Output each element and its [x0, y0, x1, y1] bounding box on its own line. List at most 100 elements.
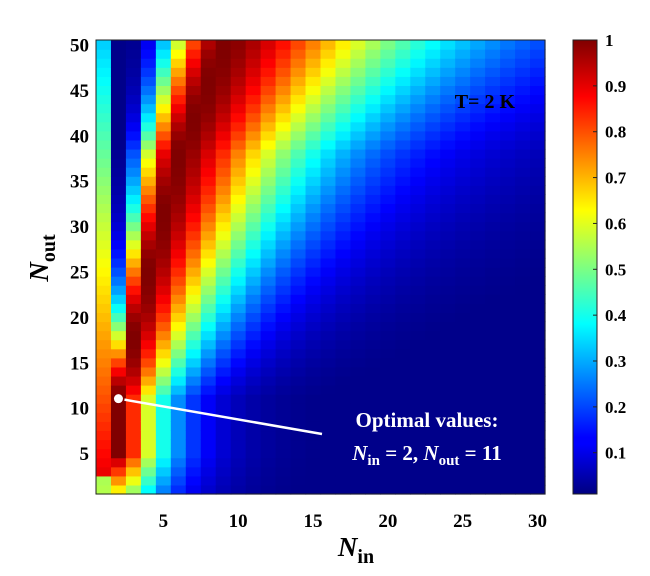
heatmap-cell [215, 484, 232, 495]
heatmap-cell [440, 130, 456, 141]
heatmap-cell [185, 76, 202, 86]
heatmap-cell [155, 212, 172, 223]
heatmap-cell [260, 112, 277, 123]
heatmap-cell [485, 475, 501, 486]
heatmap-cell [245, 94, 262, 105]
heatmap-cell [395, 76, 411, 86]
heatmap-cell [245, 421, 262, 432]
heatmap-cell [155, 439, 172, 450]
heatmap-cell [245, 121, 262, 132]
heatmap-cell [170, 103, 187, 114]
heatmap-cell [230, 267, 247, 277]
heatmap-cell [425, 448, 441, 459]
heatmap-cell [440, 67, 456, 77]
heatmap-cell [455, 212, 471, 223]
heatmap-cell [320, 221, 337, 232]
heatmap-cell [200, 457, 217, 468]
heatmap-cell [230, 85, 247, 96]
heatmap-cell [230, 475, 247, 486]
y-tick-label: 10 [70, 399, 89, 420]
heatmap-cell [470, 267, 486, 277]
heatmap-cell [140, 49, 157, 59]
heatmap-cell [500, 267, 516, 277]
heatmap-cell [96, 403, 112, 413]
heatmap-cell [470, 294, 486, 304]
heatmap-cell [230, 375, 247, 386]
heatmap-cell [530, 330, 546, 341]
heatmap-cell [485, 230, 501, 241]
heatmap-cell [320, 40, 337, 50]
heatmap-cell [440, 339, 456, 350]
heatmap-cell [305, 339, 322, 350]
heatmap-cell [335, 239, 352, 250]
heatmap-cell [365, 394, 381, 404]
heatmap-cell [395, 285, 411, 295]
heatmap-cell [365, 348, 381, 359]
heatmap-cell [260, 394, 277, 404]
heatmap-cell [215, 257, 232, 268]
heatmap-cell [185, 94, 202, 105]
heatmap-cell [96, 194, 112, 205]
heatmap-cell [335, 448, 352, 459]
heatmap-cell [110, 285, 127, 295]
heatmap-cell [320, 257, 337, 268]
heatmap-cell [290, 121, 307, 132]
temperature-label: T= 2 K [455, 91, 516, 113]
heatmap-cell [455, 448, 471, 459]
heatmap-cell [365, 312, 381, 323]
heatmap-cell [410, 457, 426, 468]
heatmap-cell [305, 139, 322, 150]
heatmap-cell [185, 312, 202, 323]
heatmap-cell [185, 257, 202, 268]
heatmap-cell [96, 357, 112, 368]
heatmap-cell [170, 366, 187, 377]
heatmap-cell [530, 103, 546, 114]
heatmap-cell [200, 176, 217, 186]
heatmap-cell [305, 412, 322, 422]
heatmap-cell [395, 203, 411, 214]
heatmap-cell [425, 121, 441, 132]
heatmap-cell [350, 230, 366, 241]
y-tick-label: 40 [70, 126, 89, 147]
heatmap-cell [335, 158, 352, 168]
heatmap-cell [230, 303, 247, 313]
heatmap-cell [350, 167, 366, 177]
heatmap-cell [275, 230, 292, 241]
heatmap-cell [365, 67, 381, 77]
heatmap-cell [155, 85, 172, 96]
heatmap-cell [230, 158, 247, 168]
heatmap-cell [96, 40, 112, 50]
heatmap-cell [365, 230, 381, 241]
heatmap-cell [245, 448, 262, 459]
heatmap-cell [335, 49, 352, 59]
heatmap-cell [455, 385, 471, 395]
heatmap-cell [515, 357, 531, 368]
heatmap-cell [200, 366, 217, 377]
heatmap-cell [260, 67, 277, 77]
heatmap-cell [185, 121, 202, 132]
heatmap-cell [485, 248, 501, 259]
heatmap-cell [350, 457, 366, 468]
heatmap-cell [275, 194, 292, 205]
heatmap-cell [425, 403, 441, 413]
heatmap-cell [395, 176, 411, 186]
heatmap-cell [440, 448, 456, 459]
heatmap-cell [275, 58, 292, 68]
heatmap-cell [530, 176, 546, 186]
heatmap-cell [395, 439, 411, 450]
heatmap-cell [200, 212, 217, 223]
heatmap-cell [110, 94, 127, 105]
heatmap-cell [455, 185, 471, 195]
heatmap-cell [140, 58, 157, 68]
heatmap-cell [125, 103, 142, 114]
heatmap-cell [290, 394, 307, 404]
heatmap-cell [335, 76, 352, 86]
heatmap-cell [96, 212, 112, 223]
heatmap-cell [305, 385, 322, 395]
heatmap-cell [515, 230, 531, 241]
heatmap-cell [155, 412, 172, 422]
heatmap-cell [395, 385, 411, 395]
heatmap-cell [425, 203, 441, 214]
heatmap-cell [530, 148, 546, 159]
heatmap-cell [515, 94, 531, 105]
